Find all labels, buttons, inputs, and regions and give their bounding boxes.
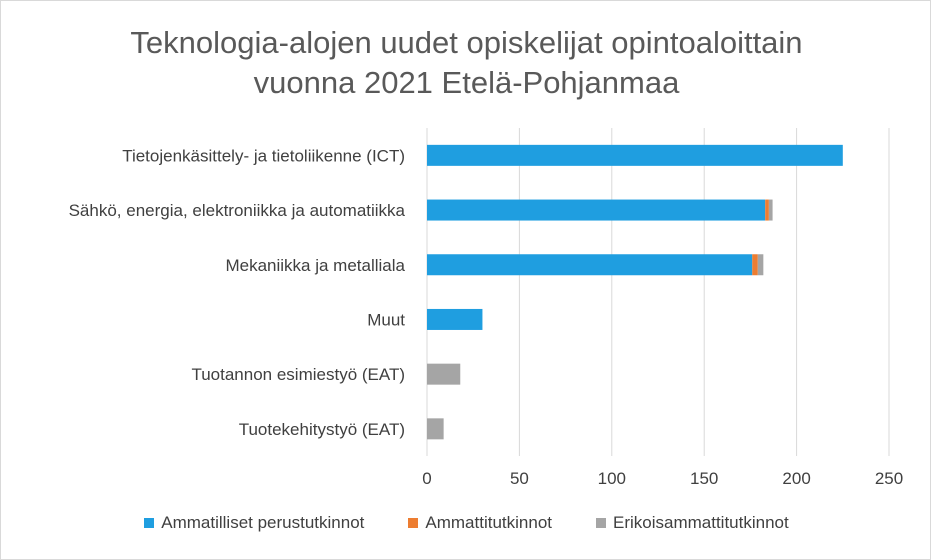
category-label-2: Sähkö, energia, elektroniikka ja automat… <box>69 201 406 220</box>
legend-swatch-ammatilliset <box>144 518 155 528</box>
legend: Ammatilliset perustutkinnot Ammattitutki… <box>1 513 931 533</box>
category-label-5: Tuotannon esimiestyö (EAT) <box>191 365 405 384</box>
x-tick-label-0: 0 <box>422 469 431 488</box>
bar-ammatilliset-perustutkinnot-3 <box>427 254 753 276</box>
x-tick-label-150: 150 <box>690 469 718 488</box>
bar-ammatilliset-perustutkinnot-2 <box>427 199 766 221</box>
category-label-3: Mekaniikka ja metalliala <box>225 256 405 275</box>
legend-item-ammatilliset: Ammatilliset perustutkinnot <box>144 513 364 533</box>
x-tick-label-50: 50 <box>510 469 529 488</box>
bar-ammatilliset-perustutkinnot-4 <box>427 308 483 330</box>
bar-ammattitutkinnot-2 <box>765 199 769 221</box>
legend-label-erikoisammattitutkinnot: Erikoisammattitutkinnot <box>613 513 789 532</box>
plot-area: Tietojenkäsittely- ja tietoliikenne (ICT… <box>69 128 903 488</box>
bar-ammatilliset-perustutkinnot-1 <box>427 144 843 166</box>
bar-erikoisammattitutkinnot-5 <box>427 363 461 385</box>
chart-title-line-1: Teknologia-alojen uudet opiskelijat opin… <box>130 25 803 60</box>
legend-swatch-erikoisammattitutkinnot <box>596 518 606 528</box>
x-tick-label-100: 100 <box>598 469 626 488</box>
legend-item-erikoisammattitutkinnot: Erikoisammattitutkinnot <box>596 513 789 533</box>
legend-label-ammatilliset: Ammatilliset perustutkinnot <box>161 513 365 532</box>
category-label-4: Muut <box>367 310 405 329</box>
legend-item-ammattitutkinnot: Ammattitutkinnot <box>408 513 552 533</box>
legend-swatch-ammattitutkinnot <box>408 518 419 528</box>
category-label-6: Tuotekehitystyö (EAT) <box>239 420 405 439</box>
bar-erikoisammattitutkinnot-3 <box>757 254 764 276</box>
x-tick-label-250: 250 <box>875 469 903 488</box>
bar-erikoisammattitutkinnot-6 <box>427 418 444 440</box>
category-label-1: Tietojenkäsittely- ja tietoliikenne (ICT… <box>122 146 405 165</box>
chart-title: Teknologia-alojen uudet opiskelijat opin… <box>1 23 931 103</box>
x-tick-label-200: 200 <box>782 469 810 488</box>
bar-ammattitutkinnot-3 <box>752 254 758 276</box>
bar-erikoisammattitutkinnot-2 <box>768 199 773 221</box>
legend-label-ammattitutkinnot: Ammattitutkinnot <box>425 513 552 532</box>
chart-title-line-2: vuonna 2021 Etelä-Pohjanmaa <box>253 65 680 100</box>
